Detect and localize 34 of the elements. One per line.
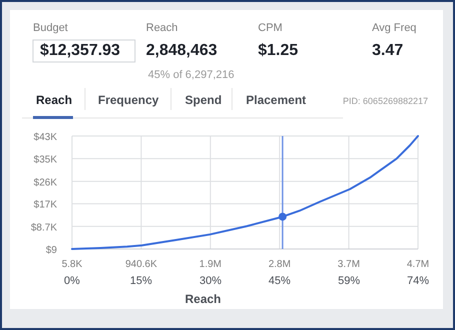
line-series <box>71 135 419 250</box>
x-tick-label: 5.8K <box>62 259 83 270</box>
x-tick-label: 1.9M <box>199 259 222 270</box>
text: Avg Freq <box>372 22 416 34</box>
y-tick-label: $35K <box>34 154 58 166</box>
text: Frequency <box>98 93 160 107</box>
text: PID: 6065269882217 <box>342 96 428 106</box>
text: Reach <box>36 93 72 107</box>
x-tick-label: 940.6K <box>125 259 158 270</box>
x2-tick-label: 45% <box>268 275 291 287</box>
text: 3.47 <box>372 42 404 59</box>
x2-tick-label: 30% <box>200 275 222 287</box>
x-tick-label: 3.7M <box>338 259 360 270</box>
y-tick-label: $9 <box>46 245 58 256</box>
text: Reach <box>146 22 178 34</box>
x2-tick-label: 59% <box>338 275 360 287</box>
text: $1.25 <box>258 42 298 59</box>
y-tick-label: $26K <box>34 177 58 188</box>
x2-tick-label: 15% <box>130 275 152 287</box>
text: Placement <box>246 93 306 107</box>
x2-tick-label: 74% <box>406 275 430 287</box>
y-tick-label: $17K <box>34 200 58 211</box>
text: 2,848,463 <box>146 42 218 59</box>
text: CPM <box>258 22 282 34</box>
y-tick-label: $8.7K <box>30 222 58 234</box>
text: 45% of 6,297,216 <box>148 69 234 81</box>
x-tick-label: 2.8M <box>268 259 291 270</box>
x-axis-title: Reach <box>184 292 222 306</box>
text: $12,357.93 <box>40 42 120 59</box>
text: Spend <box>185 93 222 107</box>
x2-tick-label: 0% <box>64 275 80 287</box>
x-tick-label: 4.7M <box>406 259 430 270</box>
y-tick-label: $43K <box>34 132 58 143</box>
text: Budget <box>33 22 68 34</box>
